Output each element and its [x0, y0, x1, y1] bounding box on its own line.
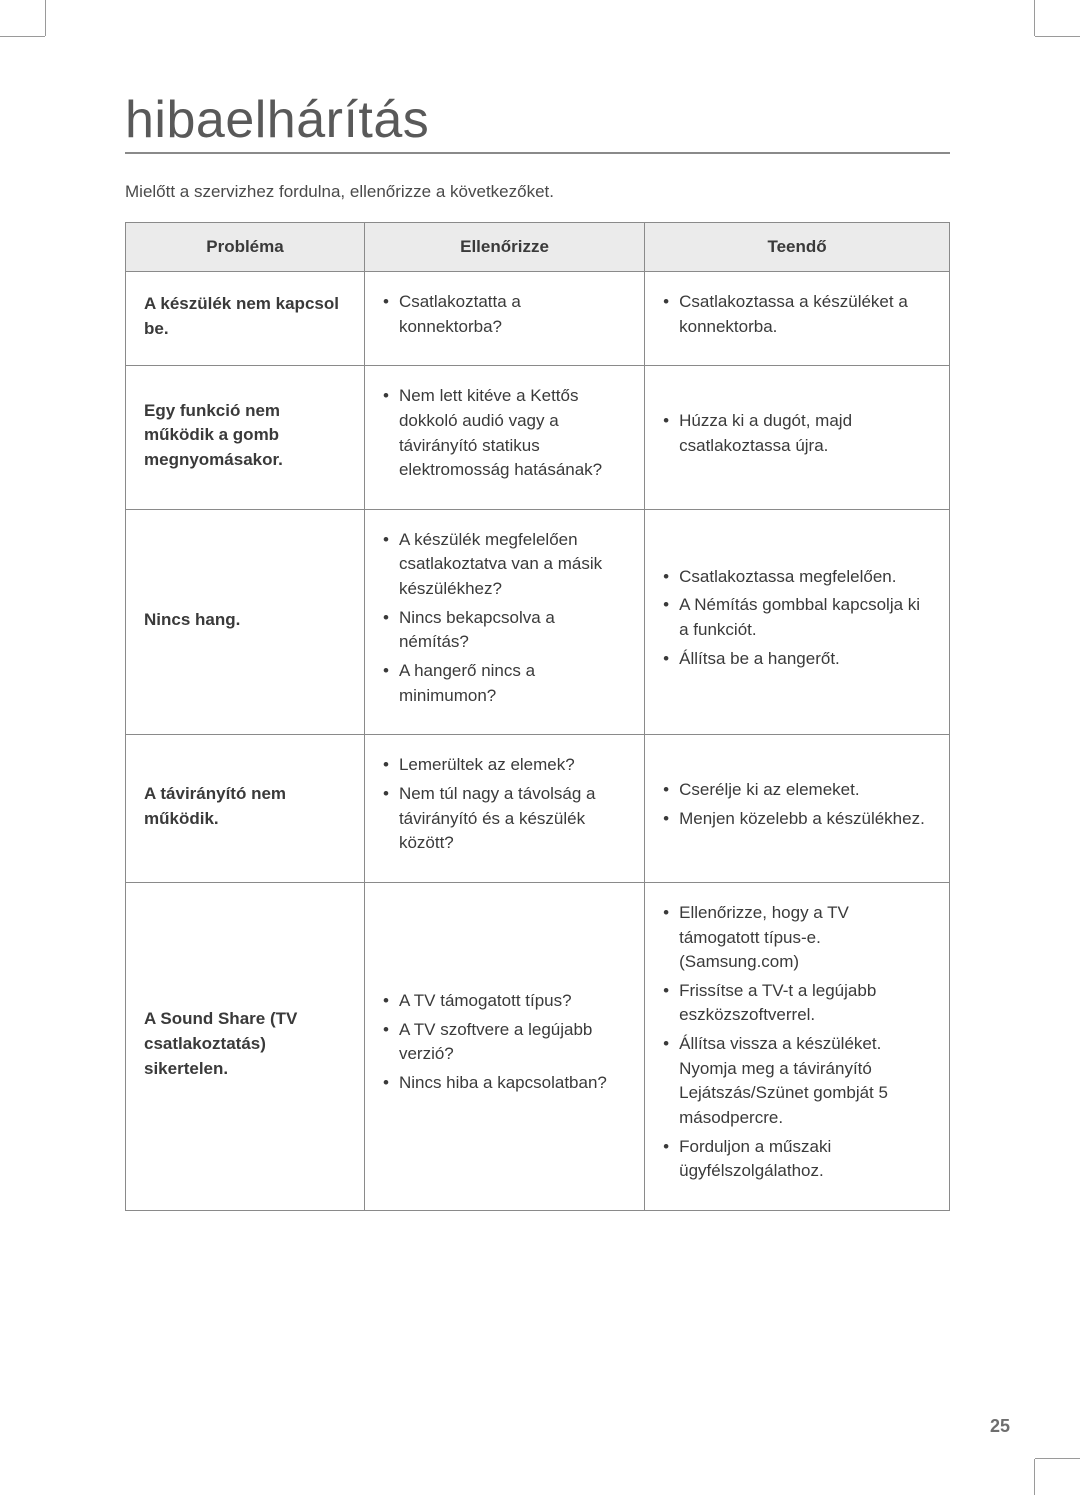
cell-problem: A készülék nem kapcsol be. — [126, 272, 365, 366]
list-item: Húzza ki a dugót, majd csatlakoztassa új… — [663, 409, 933, 458]
intro-text: Mielőtt a szervizhez fordulna, ellenőriz… — [125, 182, 950, 202]
table-row: A Sound Share (TV csatlakoztatás) sikert… — [126, 882, 950, 1210]
table-row: A távirányító nem működik.Lemerültek az … — [126, 735, 950, 883]
list-item: Forduljon a műszaki ügyfélszolgálathoz. — [663, 1135, 933, 1184]
list-item: Csatlakoztatta a konnektorba? — [383, 290, 628, 339]
cell-check: Lemerültek az elemek? Nem túl nagy a távo… — [364, 735, 644, 883]
list-item: Menjen közelebb a készülékhez. — [663, 807, 933, 832]
cell-problem: A távirányító nem működik. — [126, 735, 365, 883]
list-item: A Némítás gombbal kapcsolja ki a funkció… — [663, 593, 933, 642]
col-header-action: Teendő — [645, 223, 950, 272]
list-item: A TV szoftvere a legújabb verzió? — [383, 1018, 628, 1067]
list-item: A hangerő nincs a minimumon? — [383, 659, 628, 708]
cell-check: Nem lett kitéve a Kettős dokkoló audió v… — [364, 366, 644, 510]
list-item: Nem túl nagy a távolság a távirányító és… — [383, 782, 628, 856]
cell-check: A TV támogatott típus? A TV szoftvere a l… — [364, 882, 644, 1210]
col-header-check: Ellenőrizze — [364, 223, 644, 272]
list-item: Nincs bekapcsolva a némítás? — [383, 606, 628, 655]
troubleshooting-table: Probléma Ellenőrizze Teendő A készülék n… — [125, 222, 950, 1211]
page-content: hibaelhárítás Mielőtt a szervizhez fordu… — [0, 0, 1080, 1495]
cell-check: Csatlakoztatta a konnektorba? — [364, 272, 644, 366]
list-item: A TV támogatott típus? — [383, 989, 628, 1014]
list-item: Cserélje ki az elemeket. — [663, 778, 933, 803]
cell-action: Csatlakoztassa a készüléket a konnektorb… — [645, 272, 950, 366]
cell-problem: A Sound Share (TV csatlakoztatás) sikert… — [126, 882, 365, 1210]
table-row: A készülék nem kapcsol be. Csatlakoztatta… — [126, 272, 950, 366]
list-item: A készülék megfelelően csatlakoztatva va… — [383, 528, 628, 602]
list-item: Frissítse a TV-t a legújabb eszközszoftv… — [663, 979, 933, 1028]
list-item: Csatlakoztassa a készüléket a konnektorb… — [663, 290, 933, 339]
list-item: Nincs hiba a kapcsolatban? — [383, 1071, 628, 1096]
cell-action: Cserélje ki az elemeket. Menjen közelebb … — [645, 735, 950, 883]
page-title: hibaelhárítás — [125, 90, 950, 154]
col-header-problem: Probléma — [126, 223, 365, 272]
cell-problem: Egy funkció nem működik a gomb megnyomás… — [126, 366, 365, 510]
cell-problem: Nincs hang. — [126, 509, 365, 734]
list-item: Nem lett kitéve a Kettős dokkoló audió v… — [383, 384, 628, 483]
cell-check: A készülék megfelelően csatlakoztatva va… — [364, 509, 644, 734]
cell-action: Ellenőrizze, hogy a TV támogatott típus-… — [645, 882, 950, 1210]
list-item: Állítsa vissza a készüléket. Nyomja meg … — [663, 1032, 933, 1131]
cell-action: Csatlakoztassa megfelelően. A Némítás gom… — [645, 509, 950, 734]
list-item: Ellenőrizze, hogy a TV támogatott típus-… — [663, 901, 933, 975]
cell-action: Húzza ki a dugót, majd csatlakoztassa új… — [645, 366, 950, 510]
table-row: Egy funkció nem működik a gomb megnyomás… — [126, 366, 950, 510]
list-item: Csatlakoztassa megfelelően. — [663, 565, 933, 590]
table-row: Nincs hang.A készülék megfelelően csatla… — [126, 509, 950, 734]
page-number: 25 — [990, 1416, 1010, 1437]
list-item: Állítsa be a hangerőt. — [663, 647, 933, 672]
list-item: Lemerültek az elemek? — [383, 753, 628, 778]
